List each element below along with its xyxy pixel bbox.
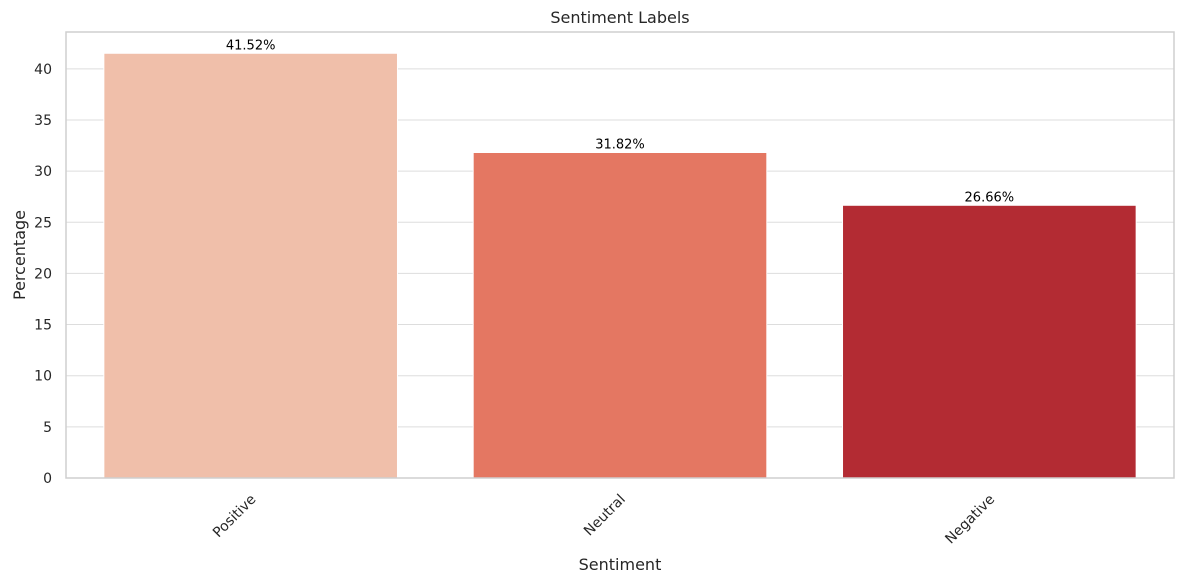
x-axis-label: Sentiment (579, 555, 662, 574)
value-label-neutral: 31.82% (595, 138, 645, 153)
y-tick-label: 5 (43, 420, 52, 436)
chart-title: Sentiment Labels (550, 8, 689, 27)
bars (103, 52, 1137, 479)
y-axis-ticks: 0 5 10 15 20 25 30 35 40 (34, 62, 52, 487)
plot-frame (65, 31, 1175, 479)
y-axis-label: Percentage (10, 210, 29, 300)
value-label-positive: 41.52% (226, 38, 276, 53)
bar-negative (842, 204, 1137, 479)
y-tick-label: 0 (43, 471, 52, 487)
y-tick-label: 35 (34, 113, 52, 129)
y-tick-label: 15 (34, 318, 52, 334)
y-tick-label: 10 (34, 369, 52, 385)
bar-neutral (472, 152, 768, 479)
x-tick-label-neutral: Neutral (581, 492, 629, 540)
value-labels: 41.52% 31.82% 26.66% (226, 38, 1014, 205)
y-tick-label: 40 (34, 62, 52, 78)
y-tick-label: 30 (34, 164, 52, 180)
x-axis-ticks: Positive Neutral Negative (210, 492, 998, 548)
y-tick-label: 25 (34, 215, 52, 231)
x-tick-label-positive: Positive (210, 492, 259, 541)
y-tick-label: 20 (34, 266, 52, 282)
x-tick-label-negative: Negative (942, 492, 998, 548)
value-label-negative: 26.66% (965, 190, 1015, 205)
bar-positive (103, 52, 398, 479)
